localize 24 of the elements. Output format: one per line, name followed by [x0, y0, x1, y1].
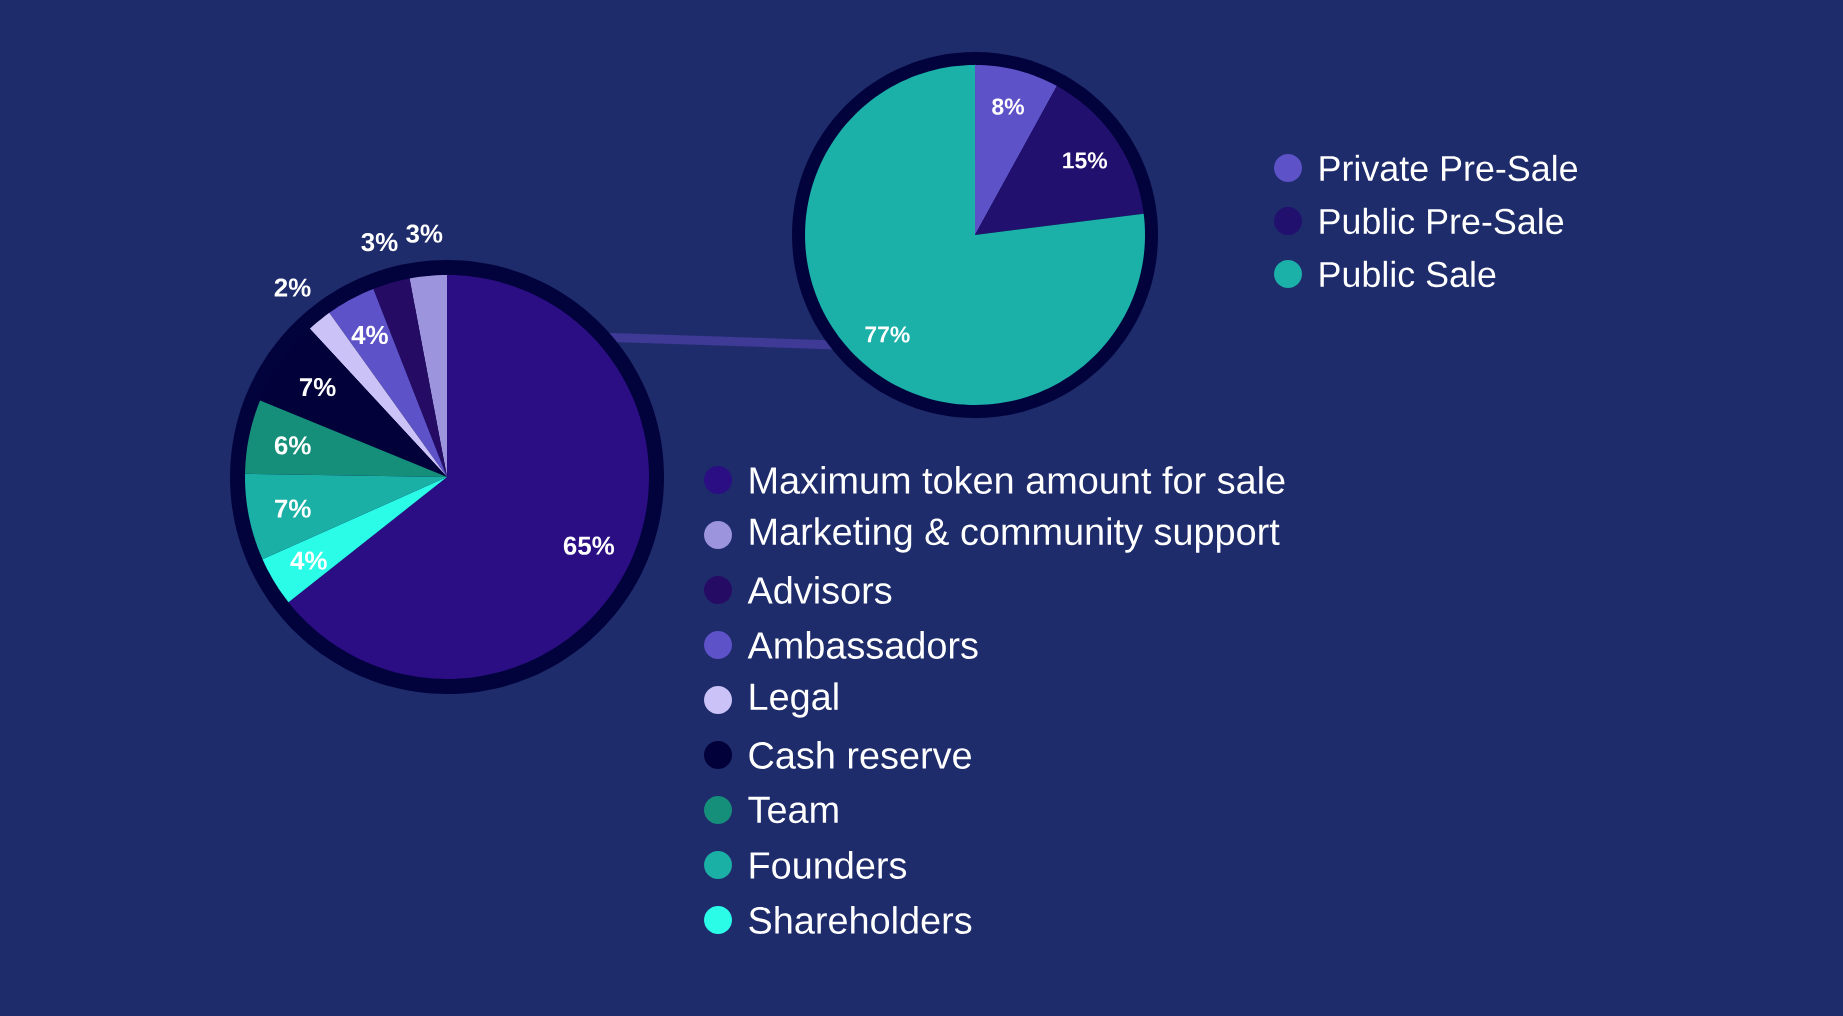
legend-label: Legal [750, 682, 838, 718]
data-label: 7% [275, 499, 311, 518]
data-label: 4% [351, 325, 388, 345]
data-label: 8% [992, 98, 1024, 115]
legend-label: Maximum token amount for sale [750, 466, 1285, 494]
legend-label: Advisors [747, 576, 892, 604]
data-label: 6% [274, 436, 311, 455]
legend-label: Private Pre-Sale [1320, 154, 1578, 182]
data-label: 15% [1063, 152, 1108, 169]
data-label: 7% [299, 378, 336, 397]
data-label: 65% [563, 536, 615, 555]
legend-label: Ambassadors [747, 631, 978, 659]
legend-label: Marketing & community support [750, 517, 1280, 553]
legend-label: Public Pre-Sale [1320, 207, 1564, 235]
legend-label: Public Sale [1320, 260, 1496, 288]
data-label: 3% [361, 232, 398, 252]
legend-label: Founders [750, 851, 907, 879]
data-label: 77% [865, 326, 910, 343]
legend-label: Shareholders [749, 906, 972, 934]
legend-label: Team [748, 796, 838, 824]
data-label: 2% [274, 278, 311, 297]
data-label: 4% [290, 551, 327, 570]
legend-label: Cash reserve [749, 741, 971, 769]
data-label: 3% [406, 224, 443, 243]
